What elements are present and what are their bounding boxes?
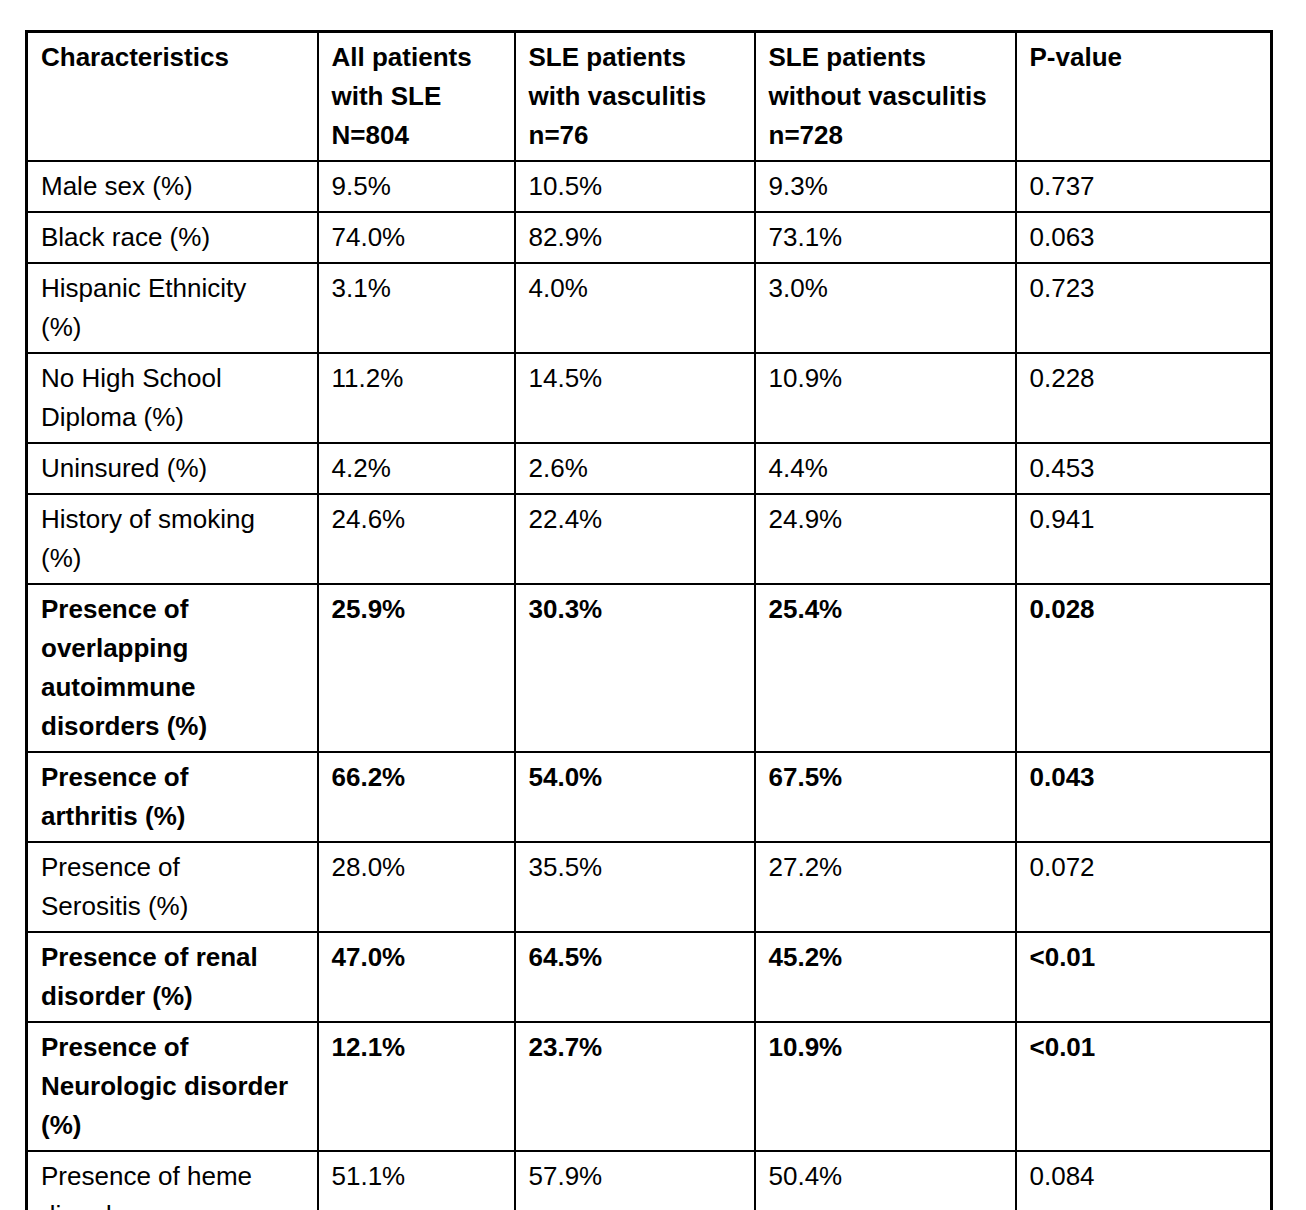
row-label: History of smoking (%) bbox=[27, 494, 318, 584]
row-label: Male sex (%) bbox=[27, 161, 318, 212]
table-row: Uninsured (%) 4.2% 2.6% 4.4% 0.453 bbox=[27, 443, 1272, 494]
table-row: Male sex (%) 9.5% 10.5% 9.3% 0.737 bbox=[27, 161, 1272, 212]
cell-value: 45.2% bbox=[755, 932, 1016, 1022]
cell-value: 66.2% bbox=[318, 752, 515, 842]
cell-pvalue: <0.01 bbox=[1016, 932, 1272, 1022]
cell-value: 9.3% bbox=[755, 161, 1016, 212]
cell-value: 73.1% bbox=[755, 212, 1016, 263]
cell-value: 35.5% bbox=[515, 842, 755, 932]
cell-value: 4.2% bbox=[318, 443, 515, 494]
table-row: History of smoking (%) 24.6% 22.4% 24.9%… bbox=[27, 494, 1272, 584]
cell-value: 3.1% bbox=[318, 263, 515, 353]
cell-pvalue: <0.01 bbox=[1016, 1022, 1272, 1151]
cell-value: 67.5% bbox=[755, 752, 1016, 842]
cell-pvalue: 0.723 bbox=[1016, 263, 1272, 353]
cell-value: 57.9% bbox=[515, 1151, 755, 1210]
header-cell-all-patients: All patients with SLE N=804 bbox=[318, 32, 515, 162]
table-row: Hispanic Ethnicity (%) 3.1% 4.0% 3.0% 0.… bbox=[27, 263, 1272, 353]
table-row: Presence of Serositis (%) 28.0% 35.5% 27… bbox=[27, 842, 1272, 932]
cell-pvalue: 0.072 bbox=[1016, 842, 1272, 932]
characteristics-table-wrap: Characteristics All patients with SLE N=… bbox=[25, 30, 1273, 1210]
cell-value: 10.9% bbox=[755, 353, 1016, 443]
table-row: Presence of heme disorder 51.1% 57.9% 50… bbox=[27, 1151, 1272, 1210]
cell-pvalue: 0.028 bbox=[1016, 584, 1272, 752]
cell-value: 27.2% bbox=[755, 842, 1016, 932]
cell-value: 11.2% bbox=[318, 353, 515, 443]
row-label: No High School Diploma (%) bbox=[27, 353, 318, 443]
header-cell-with-vasculitis: SLE patients with vasculitis n=76 bbox=[515, 32, 755, 162]
row-label: Presence of Serositis (%) bbox=[27, 842, 318, 932]
cell-value: 10.5% bbox=[515, 161, 755, 212]
cell-value: 30.3% bbox=[515, 584, 755, 752]
table-row: Presence of arthritis (%) 66.2% 54.0% 67… bbox=[27, 752, 1272, 842]
cell-pvalue: 0.084 bbox=[1016, 1151, 1272, 1210]
cell-value: 23.7% bbox=[515, 1022, 755, 1151]
row-label: Presence of heme disorder bbox=[27, 1151, 318, 1210]
table-row: Presence of renal disorder (%) 47.0% 64.… bbox=[27, 932, 1272, 1022]
cell-value: 64.5% bbox=[515, 932, 755, 1022]
cell-value: 4.0% bbox=[515, 263, 755, 353]
cell-value: 14.5% bbox=[515, 353, 755, 443]
cell-value: 24.9% bbox=[755, 494, 1016, 584]
cell-value: 47.0% bbox=[318, 932, 515, 1022]
table-row: Presence of Neurologic disorder (%) 12.1… bbox=[27, 1022, 1272, 1151]
cell-value: 74.0% bbox=[318, 212, 515, 263]
row-label: Uninsured (%) bbox=[27, 443, 318, 494]
cell-value: 22.4% bbox=[515, 494, 755, 584]
cell-pvalue: 0.737 bbox=[1016, 161, 1272, 212]
row-label: Presence of Neurologic disorder (%) bbox=[27, 1022, 318, 1151]
table-row: No High School Diploma (%) 11.2% 14.5% 1… bbox=[27, 353, 1272, 443]
characteristics-table: Characteristics All patients with SLE N=… bbox=[25, 30, 1273, 1210]
table-row: Black race (%) 74.0% 82.9% 73.1% 0.063 bbox=[27, 212, 1272, 263]
cell-value: 4.4% bbox=[755, 443, 1016, 494]
cell-value: 54.0% bbox=[515, 752, 755, 842]
cell-value: 24.6% bbox=[318, 494, 515, 584]
cell-value: 25.9% bbox=[318, 584, 515, 752]
cell-pvalue: 0.453 bbox=[1016, 443, 1272, 494]
cell-value: 51.1% bbox=[318, 1151, 515, 1210]
cell-value: 9.5% bbox=[318, 161, 515, 212]
row-label: Hispanic Ethnicity (%) bbox=[27, 263, 318, 353]
row-label: Presence of overlapping autoimmune disor… bbox=[27, 584, 318, 752]
cell-value: 50.4% bbox=[755, 1151, 1016, 1210]
cell-value: 10.9% bbox=[755, 1022, 1016, 1151]
cell-pvalue: 0.043 bbox=[1016, 752, 1272, 842]
cell-pvalue: 0.063 bbox=[1016, 212, 1272, 263]
row-label: Presence of arthritis (%) bbox=[27, 752, 318, 842]
row-label: Black race (%) bbox=[27, 212, 318, 263]
cell-value: 2.6% bbox=[515, 443, 755, 494]
cell-value: 25.4% bbox=[755, 584, 1016, 752]
cell-value: 3.0% bbox=[755, 263, 1016, 353]
header-cell-without-vasculitis: SLE patients without vasculitis n=728 bbox=[755, 32, 1016, 162]
header-cell-pvalue: P-value bbox=[1016, 32, 1272, 162]
cell-value: 12.1% bbox=[318, 1022, 515, 1151]
header-cell-characteristics: Characteristics bbox=[27, 32, 318, 162]
cell-value: 82.9% bbox=[515, 212, 755, 263]
table-header-row: Characteristics All patients with SLE N=… bbox=[27, 32, 1272, 162]
cell-pvalue: 0.228 bbox=[1016, 353, 1272, 443]
cell-pvalue: 0.941 bbox=[1016, 494, 1272, 584]
table-row: Presence of overlapping autoimmune disor… bbox=[27, 584, 1272, 752]
row-label: Presence of renal disorder (%) bbox=[27, 932, 318, 1022]
cell-value: 28.0% bbox=[318, 842, 515, 932]
